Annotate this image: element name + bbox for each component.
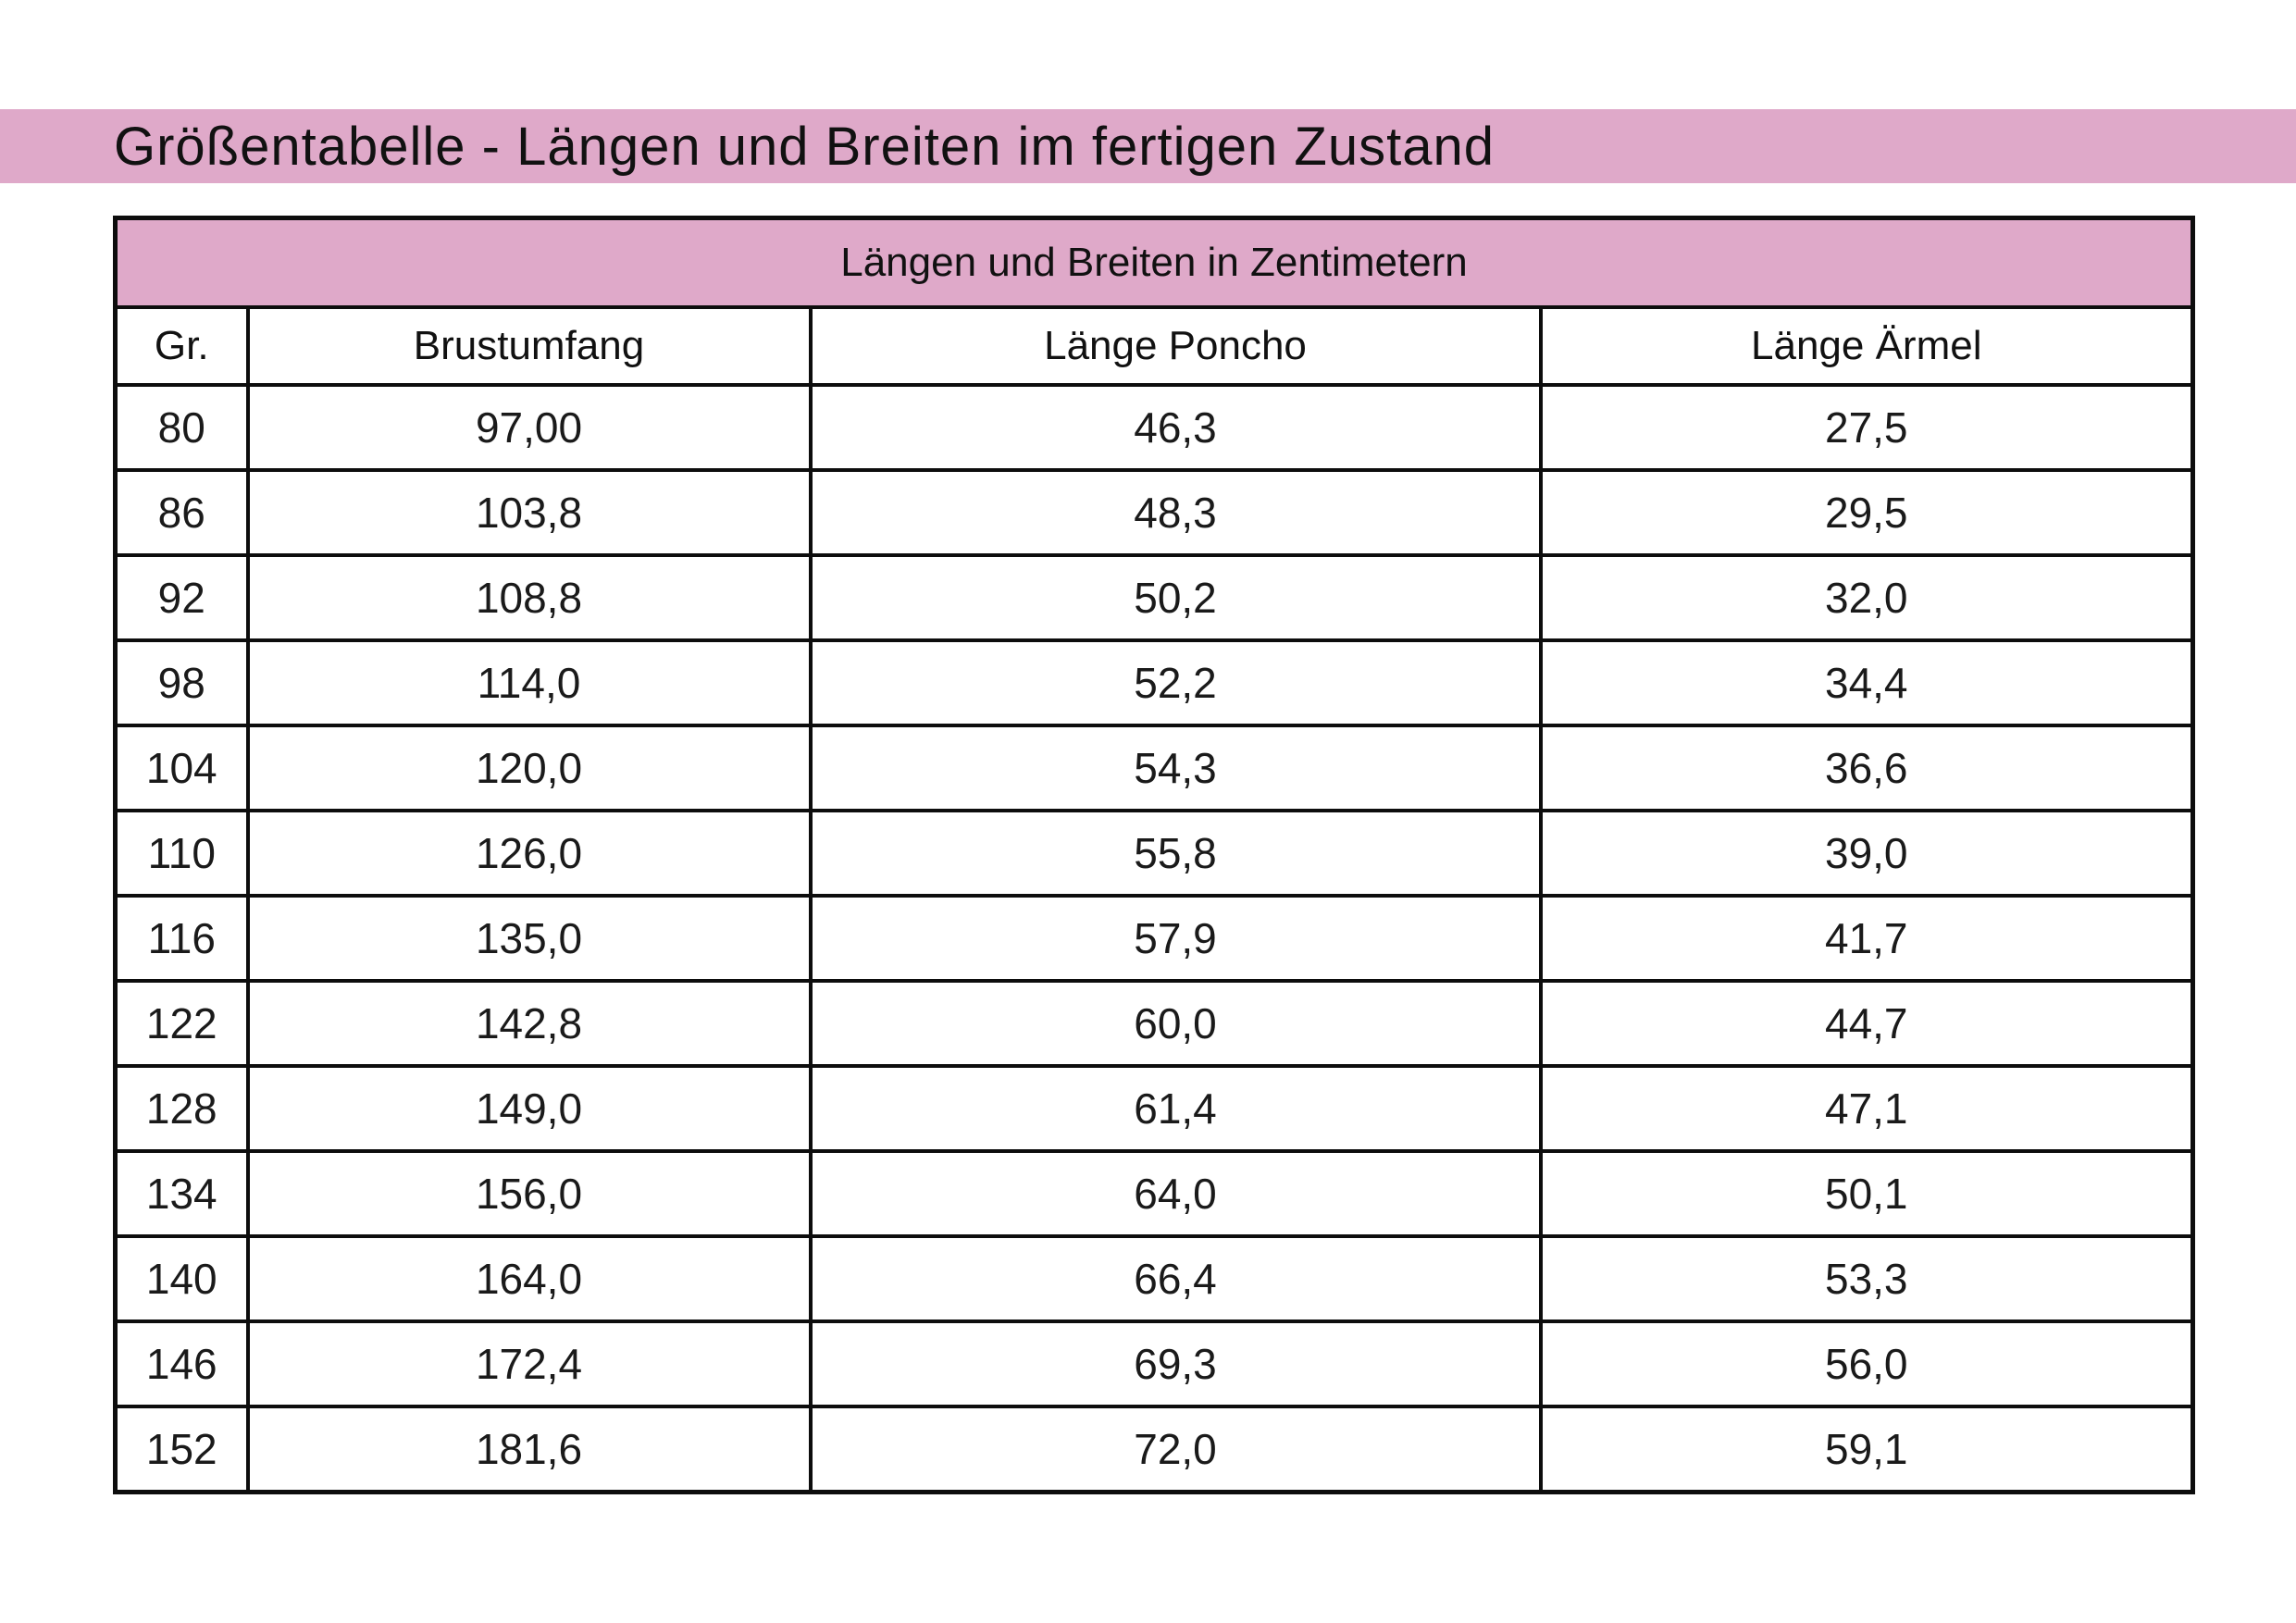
size-cell: 92 xyxy=(113,553,250,642)
col-header-poncho-length: Länge Poncho xyxy=(808,305,1543,387)
poncho-length-cell: 55,8 xyxy=(808,809,1543,898)
size-table: Längen und Breiten in Zentimetern Gr. Br… xyxy=(113,216,2195,1494)
sleeve-length-cell: 29,5 xyxy=(1538,468,2195,557)
poncho-length-cell: 72,0 xyxy=(808,1405,1543,1494)
size-table-container: Längen und Breiten in Zentimetern Gr. Br… xyxy=(113,216,2195,1494)
size-cell: 104 xyxy=(113,724,250,812)
sleeve-length-cell: 27,5 xyxy=(1538,383,2195,472)
sleeve-length-cell: 59,1 xyxy=(1538,1405,2195,1494)
chest-cell: 156,0 xyxy=(245,1149,813,1238)
table-row: 140 164,0 66,4 53,3 xyxy=(113,1234,2195,1323)
size-cell: 128 xyxy=(113,1064,250,1153)
table-row: 86 103,8 48,3 29,5 xyxy=(113,468,2195,557)
col-header-sleeve-length: Länge Ärmel xyxy=(1538,305,2195,387)
poncho-length-cell: 61,4 xyxy=(808,1064,1543,1153)
poncho-length-cell: 54,3 xyxy=(808,724,1543,812)
poncho-length-cell: 50,2 xyxy=(808,553,1543,642)
size-cell: 140 xyxy=(113,1234,250,1323)
table-caption: Längen und Breiten in Zentimetern xyxy=(113,216,2195,309)
poncho-length-cell: 46,3 xyxy=(808,383,1543,472)
table-row: 152 181,6 72,0 59,1 xyxy=(113,1405,2195,1494)
col-header-chest: Brustumfang xyxy=(245,305,813,387)
sleeve-length-cell: 53,3 xyxy=(1538,1234,2195,1323)
chest-cell: 149,0 xyxy=(245,1064,813,1153)
chest-cell: 120,0 xyxy=(245,724,813,812)
size-cell: 80 xyxy=(113,383,250,472)
chest-cell: 103,8 xyxy=(245,468,813,557)
table-body: 80 97,00 46,3 27,5 86 103,8 48,3 29,5 92… xyxy=(113,383,2195,1494)
title-banner: Größentabelle - Längen und Breiten im fe… xyxy=(0,109,2296,183)
poncho-length-cell: 60,0 xyxy=(808,979,1543,1068)
sleeve-length-cell: 36,6 xyxy=(1538,724,2195,812)
size-cell: 134 xyxy=(113,1149,250,1238)
chest-cell: 164,0 xyxy=(245,1234,813,1323)
sleeve-length-cell: 32,0 xyxy=(1538,553,2195,642)
chest-cell: 97,00 xyxy=(245,383,813,472)
table-row: 134 156,0 64,0 50,1 xyxy=(113,1149,2195,1238)
size-cell: 146 xyxy=(113,1319,250,1408)
table-row: 122 142,8 60,0 44,7 xyxy=(113,979,2195,1068)
chest-cell: 172,4 xyxy=(245,1319,813,1408)
chest-cell: 181,6 xyxy=(245,1405,813,1494)
col-header-size: Gr. xyxy=(113,305,250,387)
table-header-row: Gr. Brustumfang Länge Poncho Länge Ärmel xyxy=(113,305,2195,387)
table-row: 146 172,4 69,3 56,0 xyxy=(113,1319,2195,1408)
size-cell: 152 xyxy=(113,1405,250,1494)
table-row: 110 126,0 55,8 39,0 xyxy=(113,809,2195,898)
size-cell: 110 xyxy=(113,809,250,898)
poncho-length-cell: 48,3 xyxy=(808,468,1543,557)
size-cell: 98 xyxy=(113,638,250,727)
size-cell: 116 xyxy=(113,894,250,983)
sleeve-length-cell: 34,4 xyxy=(1538,638,2195,727)
table-row: 80 97,00 46,3 27,5 xyxy=(113,383,2195,472)
table-row: 98 114,0 52,2 34,4 xyxy=(113,638,2195,727)
chest-cell: 114,0 xyxy=(245,638,813,727)
sleeve-length-cell: 50,1 xyxy=(1538,1149,2195,1238)
chest-cell: 108,8 xyxy=(245,553,813,642)
poncho-length-cell: 69,3 xyxy=(808,1319,1543,1408)
size-cell: 122 xyxy=(113,979,250,1068)
chest-cell: 135,0 xyxy=(245,894,813,983)
size-cell: 86 xyxy=(113,468,250,557)
sleeve-length-cell: 56,0 xyxy=(1538,1319,2195,1408)
sleeve-length-cell: 47,1 xyxy=(1538,1064,2195,1153)
poncho-length-cell: 64,0 xyxy=(808,1149,1543,1238)
page-title: Größentabelle - Längen und Breiten im fe… xyxy=(114,116,1495,177)
table-row: 92 108,8 50,2 32,0 xyxy=(113,553,2195,642)
chest-cell: 142,8 xyxy=(245,979,813,1068)
sleeve-length-cell: 39,0 xyxy=(1538,809,2195,898)
poncho-length-cell: 66,4 xyxy=(808,1234,1543,1323)
poncho-length-cell: 57,9 xyxy=(808,894,1543,983)
table-row: 104 120,0 54,3 36,6 xyxy=(113,724,2195,812)
table-caption-row: Längen und Breiten in Zentimetern xyxy=(113,216,2195,309)
table-row: 116 135,0 57,9 41,7 xyxy=(113,894,2195,983)
sleeve-length-cell: 41,7 xyxy=(1538,894,2195,983)
table-row: 128 149,0 61,4 47,1 xyxy=(113,1064,2195,1153)
chest-cell: 126,0 xyxy=(245,809,813,898)
sleeve-length-cell: 44,7 xyxy=(1538,979,2195,1068)
poncho-length-cell: 52,2 xyxy=(808,638,1543,727)
